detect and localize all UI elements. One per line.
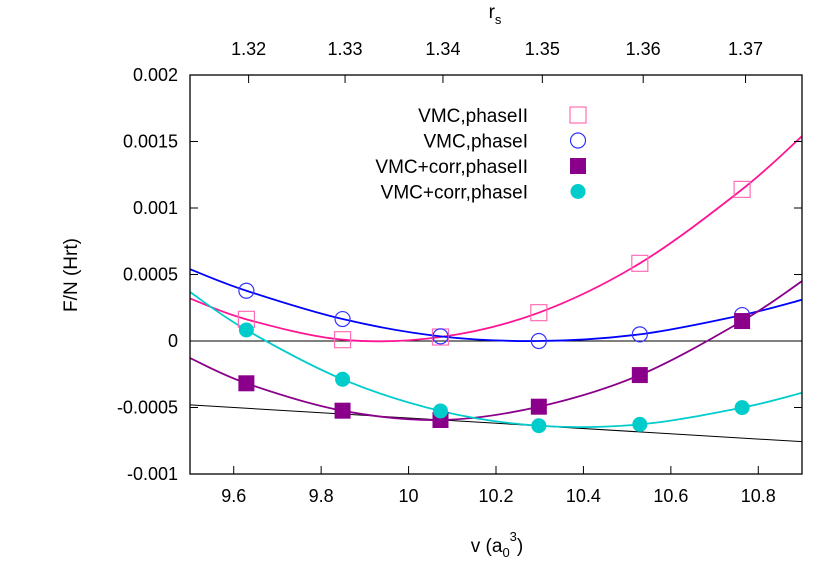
data-point — [530, 332, 547, 350]
data-point — [432, 328, 449, 345]
fit-curve — [190, 135, 802, 343]
fit-curve — [190, 268, 802, 342]
data-point — [530, 304, 548, 322]
y-tick-label: 0.0015 — [123, 132, 178, 152]
legend-label: VMC+corr,phaseI — [381, 183, 528, 204]
legend-marker — [570, 158, 586, 174]
data-point — [734, 313, 751, 330]
legend-marker — [570, 184, 586, 199]
data-point — [631, 326, 648, 343]
tangent-line — [190, 404, 802, 443]
data-point — [631, 254, 649, 272]
data-point — [334, 402, 351, 419]
x-tick-label: 10.4 — [566, 486, 601, 506]
top-tick-label: 1.33 — [328, 39, 363, 59]
fit-curves — [190, 135, 802, 443]
y-axis-label: F/N (Hrt) — [61, 238, 82, 312]
data-point — [334, 310, 351, 328]
data-point — [734, 400, 750, 416]
data-point — [632, 416, 648, 432]
x-tick-label: 10.2 — [478, 486, 513, 506]
data-points — [237, 180, 751, 434]
data-point — [333, 331, 352, 349]
legend-marker — [569, 132, 587, 149]
y-tick-label: 0.001 — [133, 198, 178, 218]
data-point — [238, 282, 255, 299]
x-axis-label: v (a03) — [471, 529, 523, 560]
data-point — [238, 322, 254, 338]
data-point — [530, 398, 547, 415]
legend-label: VMC+corr,phaseII — [375, 157, 528, 178]
y-tick-label: 0 — [168, 331, 178, 351]
data-point — [335, 371, 351, 387]
data-point — [733, 180, 751, 198]
x-tick-label: 10.8 — [741, 486, 776, 506]
fit-curve — [190, 291, 802, 428]
fit-curve — [190, 280, 802, 421]
axes: 9.6 9.8 10 10.2 10.4 10.6 10.8 -0.001 -0.0005 0 0.… — [117, 39, 802, 506]
data-point — [238, 375, 255, 392]
top-tick-label: 1.34 — [425, 39, 460, 59]
y-tick-label: 0.002 — [133, 65, 178, 85]
top-tick-label: 1.35 — [525, 39, 560, 59]
x-tick-label: 9.6 — [221, 486, 246, 506]
y-tick-label: -0.0005 — [117, 398, 178, 418]
legend-label: VMC,phaseII — [418, 106, 528, 127]
y-tick-label: 0.0005 — [123, 265, 178, 285]
data-point — [631, 367, 648, 384]
data-point — [432, 403, 448, 419]
x-tick-label: 10.6 — [653, 486, 688, 506]
legend-marker — [569, 106, 587, 124]
x-tick-label: 10 — [399, 486, 419, 506]
x-tick-label: 9.8 — [309, 486, 334, 506]
y-tick-label: -0.001 — [127, 464, 178, 484]
legend: VMC,phaseII VMC,phaseI VMC+corr,phaseII VMC… — [375, 106, 587, 204]
legend-label: VMC,phaseI — [423, 132, 528, 153]
top-tick-label: 1.37 — [728, 39, 763, 59]
top-tick-label: 1.36 — [626, 39, 661, 59]
data-point — [531, 418, 547, 434]
top-axis-label: rs — [489, 2, 502, 27]
top-tick-label: 1.32 — [231, 39, 266, 59]
